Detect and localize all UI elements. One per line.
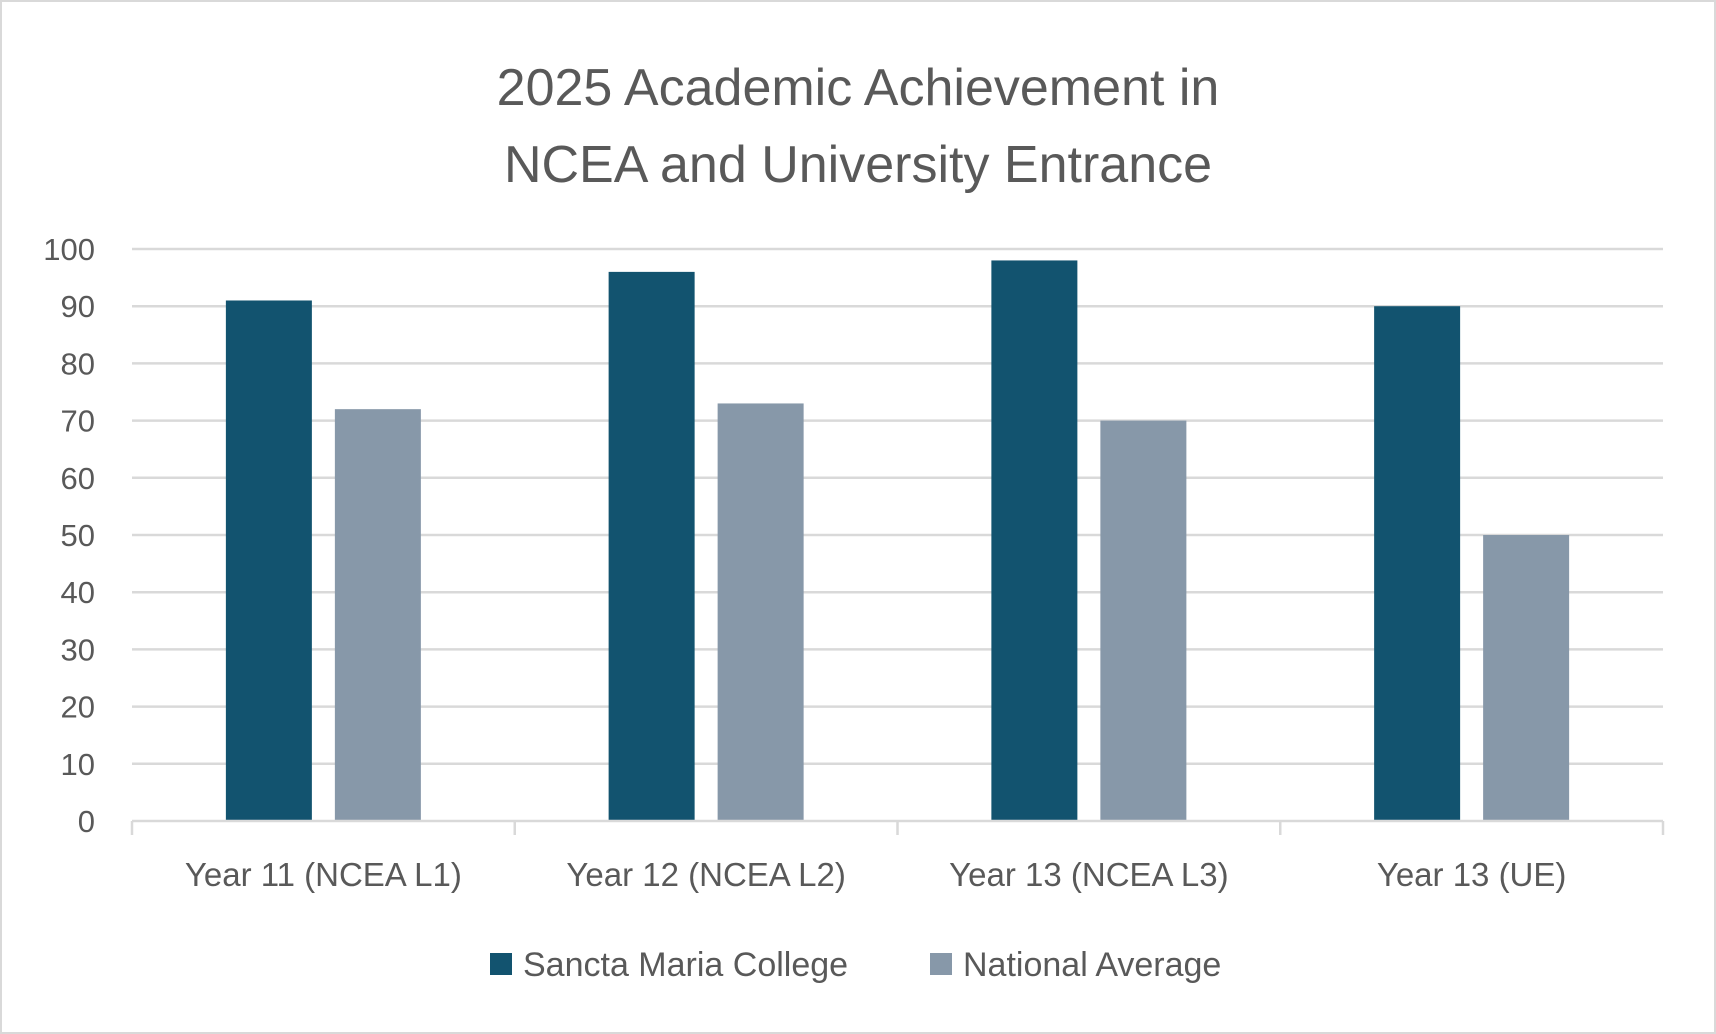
x-tick-label: Year 13 (UE)	[1377, 856, 1567, 893]
bar-national-average	[1483, 535, 1570, 820]
bar-sancta-maria-college	[1374, 306, 1461, 820]
chart-title-line-1: 2025 Academic Achievement in	[497, 59, 1220, 117]
legend-label: Sancta Maria College	[523, 946, 848, 984]
y-tick-label: 60	[61, 461, 95, 496]
bar-national-average	[1100, 420, 1187, 820]
x-tick-label: Year 12 (NCEA L2)	[566, 856, 845, 893]
y-tick-label: 90	[61, 289, 95, 324]
y-tick-label: 80	[61, 346, 95, 381]
y-axis-ticks: 0 10 20 30 40 50 60 70 80 90 100	[43, 232, 95, 839]
legend-swatch	[930, 953, 952, 975]
y-tick-label: 0	[78, 804, 95, 839]
y-tick-label: 40	[61, 575, 95, 610]
bar-national-average	[717, 403, 804, 820]
bar-sancta-maria-college	[608, 271, 695, 820]
bar-sancta-maria-college	[991, 260, 1078, 820]
legend: Sancta Maria College National Average	[490, 946, 1221, 984]
y-tick-label: 20	[61, 690, 95, 725]
bar-national-average	[334, 409, 421, 820]
y-tick-label: 50	[61, 518, 95, 553]
chart-title-line-2: NCEA and University Entrance	[504, 136, 1212, 194]
x-tick-label: Year 11 (NCEA L1)	[185, 856, 462, 893]
y-tick-label: 10	[61, 747, 95, 782]
y-tick-label: 30	[61, 632, 95, 667]
legend-label: National Average	[963, 946, 1221, 984]
legend-swatch	[490, 953, 512, 975]
x-axis: Year 11 (NCEA L1) Year 12 (NCEA L2) Year 1…	[130, 819, 1665, 893]
bar-sancta-maria-college	[225, 300, 312, 821]
bars	[225, 260, 1570, 821]
y-tick-label: 100	[43, 232, 95, 267]
y-tick-label: 70	[61, 404, 95, 439]
x-tick-label: Year 13 (NCEA L3)	[949, 856, 1228, 893]
